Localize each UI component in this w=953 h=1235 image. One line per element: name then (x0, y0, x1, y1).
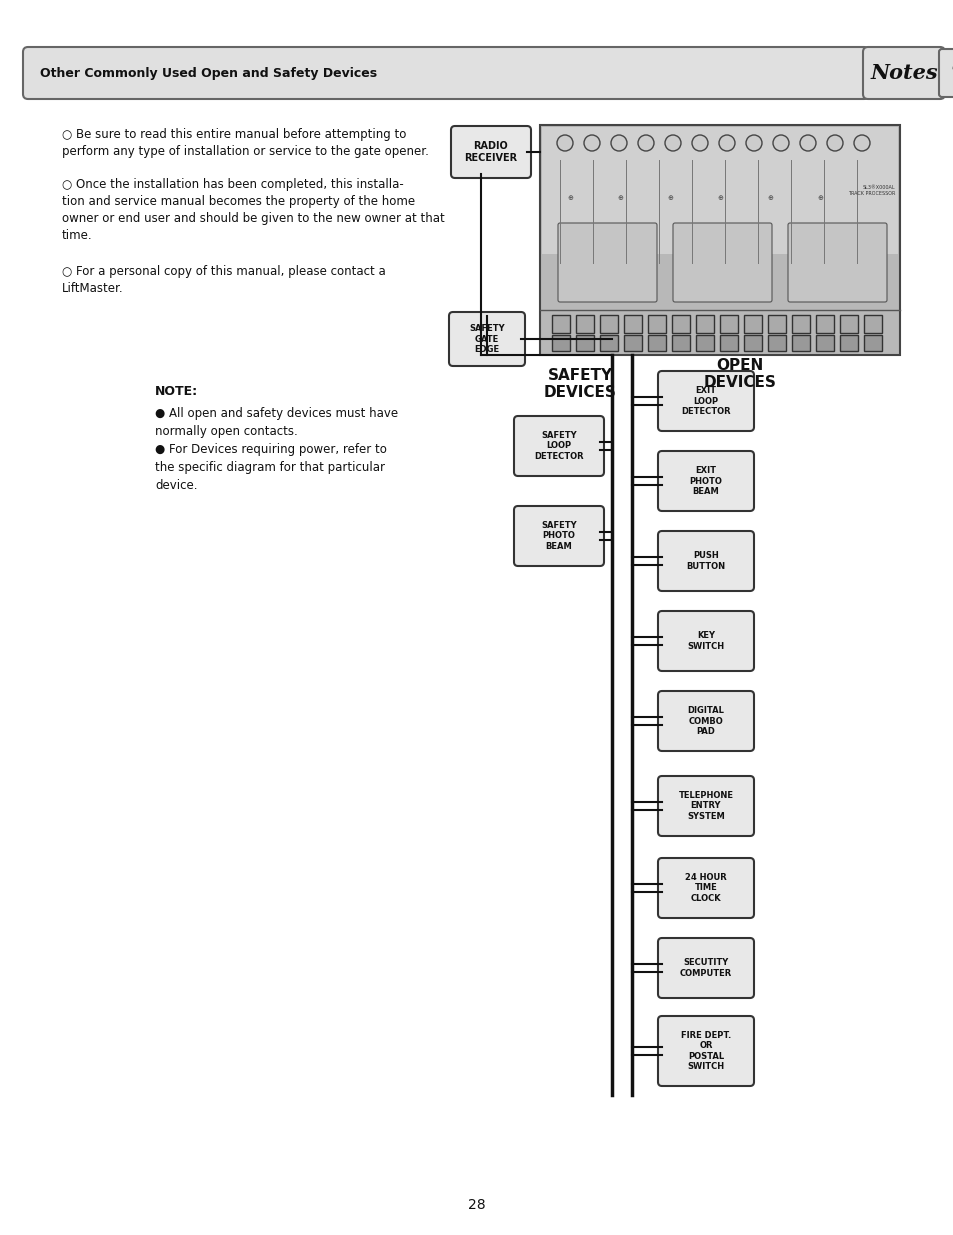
Bar (720, 315, 738, 333)
FancyBboxPatch shape (862, 47, 944, 99)
Text: ○ Once the installation has been completed, this installa-
tion and service manu: ○ Once the installation has been complet… (62, 178, 444, 242)
Text: SAFETY
GATE
EDGE: SAFETY GATE EDGE (469, 324, 504, 354)
Circle shape (853, 135, 869, 151)
Text: NOTE:: NOTE: (154, 385, 198, 398)
FancyBboxPatch shape (449, 312, 524, 366)
Bar (767, 335, 785, 351)
Text: DIGITAL
COMBO
PAD: DIGITAL COMBO PAD (687, 706, 723, 736)
Circle shape (557, 135, 573, 151)
Text: ✎: ✎ (949, 64, 953, 82)
Text: SL3®X000AL
TRACK PROCESSOR: SL3®X000AL TRACK PROCESSOR (846, 185, 894, 196)
FancyBboxPatch shape (658, 370, 753, 431)
Text: ⊕: ⊕ (617, 195, 622, 201)
Text: ⊕: ⊕ (766, 195, 772, 201)
Text: Notes: Notes (869, 63, 937, 83)
FancyBboxPatch shape (658, 531, 753, 592)
Bar (840, 335, 857, 351)
Text: ⊕: ⊕ (816, 195, 822, 201)
Text: ⊕: ⊕ (717, 195, 722, 201)
Text: ⊕: ⊕ (566, 195, 573, 201)
Bar (696, 335, 713, 351)
Text: TELEPHONE
ENTRY
SYSTEM: TELEPHONE ENTRY SYSTEM (678, 792, 733, 821)
Bar (552, 335, 569, 351)
Text: 28: 28 (468, 1198, 485, 1212)
Circle shape (826, 135, 842, 151)
Bar (815, 335, 833, 351)
Bar (743, 335, 761, 351)
Text: SAFETY
DEVICES: SAFETY DEVICES (543, 368, 616, 400)
Bar (720, 335, 738, 351)
Text: ⊕: ⊕ (666, 195, 672, 201)
Bar (815, 315, 833, 333)
Text: RADIO
RECEIVER: RADIO RECEIVER (464, 141, 517, 163)
FancyBboxPatch shape (658, 692, 753, 751)
Circle shape (691, 135, 707, 151)
Text: SAFETY
PHOTO
BEAM: SAFETY PHOTO BEAM (540, 521, 577, 551)
Bar (623, 335, 641, 351)
FancyBboxPatch shape (514, 416, 603, 475)
Text: ● All open and safety devices must have
normally open contacts.
● For Devices re: ● All open and safety devices must have … (154, 408, 397, 492)
FancyBboxPatch shape (658, 451, 753, 511)
Circle shape (664, 135, 680, 151)
FancyBboxPatch shape (514, 506, 603, 566)
Bar (552, 315, 569, 333)
Text: FIRE DEPT.
OR
POSTAL
SWITCH: FIRE DEPT. OR POSTAL SWITCH (680, 1031, 730, 1071)
FancyBboxPatch shape (787, 224, 886, 303)
Bar (696, 315, 713, 333)
Bar (791, 315, 809, 333)
Text: ○ Be sure to read this entire manual before attempting to
perform any type of in: ○ Be sure to read this entire manual bef… (62, 128, 429, 158)
Bar (671, 315, 689, 333)
Bar (647, 315, 665, 333)
Bar (576, 315, 594, 333)
Text: ○ For a personal copy of this manual, please contact a
LiftMaster.: ○ For a personal copy of this manual, pl… (62, 266, 385, 295)
FancyBboxPatch shape (658, 1016, 753, 1086)
Bar (743, 315, 761, 333)
Bar (863, 335, 882, 351)
Bar (599, 315, 618, 333)
Text: OPEN
DEVICES: OPEN DEVICES (702, 358, 776, 390)
Bar (541, 127, 897, 253)
Circle shape (772, 135, 788, 151)
Circle shape (745, 135, 761, 151)
Bar (599, 335, 618, 351)
Bar (623, 315, 641, 333)
Bar (791, 335, 809, 351)
Text: Other Commonly Used Open and Safety Devices: Other Commonly Used Open and Safety Devi… (40, 67, 376, 79)
FancyBboxPatch shape (658, 858, 753, 918)
Bar (647, 335, 665, 351)
FancyBboxPatch shape (672, 224, 771, 303)
FancyBboxPatch shape (658, 611, 753, 671)
Text: SECUTITY
COMPUTER: SECUTITY COMPUTER (679, 958, 731, 978)
Text: SAFETY
LOOP
DETECTOR: SAFETY LOOP DETECTOR (534, 431, 583, 461)
Text: PUSH
BUTTON: PUSH BUTTON (686, 551, 725, 571)
Bar (840, 315, 857, 333)
Text: EXIT
LOOP
DETECTOR: EXIT LOOP DETECTOR (680, 387, 730, 416)
Circle shape (610, 135, 626, 151)
Text: KEY
SWITCH: KEY SWITCH (687, 631, 723, 651)
FancyBboxPatch shape (658, 776, 753, 836)
Bar (576, 335, 594, 351)
Circle shape (638, 135, 654, 151)
Circle shape (719, 135, 734, 151)
Circle shape (583, 135, 599, 151)
Bar (671, 335, 689, 351)
FancyBboxPatch shape (658, 939, 753, 998)
Text: 24 HOUR
TIME
CLOCK: 24 HOUR TIME CLOCK (684, 873, 726, 903)
FancyBboxPatch shape (23, 47, 868, 99)
Bar (767, 315, 785, 333)
Circle shape (800, 135, 815, 151)
FancyBboxPatch shape (451, 126, 531, 178)
FancyBboxPatch shape (938, 49, 953, 98)
Bar (863, 315, 882, 333)
Bar (539, 125, 899, 354)
FancyBboxPatch shape (558, 224, 657, 303)
Text: EXIT
PHOTO
BEAM: EXIT PHOTO BEAM (689, 466, 721, 496)
